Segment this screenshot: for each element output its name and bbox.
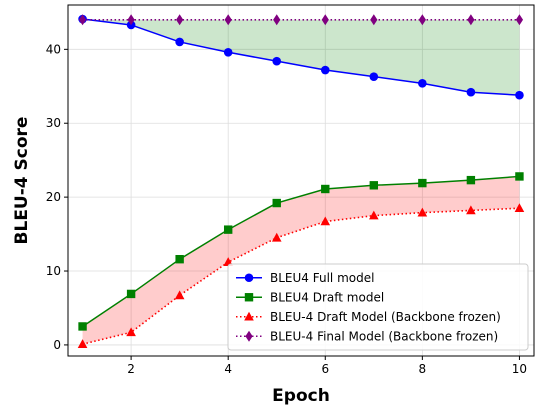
legend-label-1: BLEU4 Draft model [270,290,384,304]
data-point-series-1 [515,172,524,181]
x-tick-label: 6 [321,362,329,376]
legend-label-2: BLEU-4 Draft Model (Backbone frozen) [270,310,501,324]
data-point-series-3 [78,14,87,26]
data-point-series-1 [321,184,330,194]
y-tick-label: 20 [46,190,61,204]
x-tick-label: 8 [419,362,427,376]
data-point-series-2 [174,290,185,300]
data-point-series-1 [175,254,184,264]
data-point-series-2 [77,339,88,348]
fill-between-area [82,176,520,345]
data-point-series-3 [321,14,329,26]
series-lines [82,18,520,345]
legend-marker-2 [244,311,254,321]
data-point-series-1 [369,181,379,190]
series-line-2 [82,207,520,345]
x-tick-label: 4 [224,362,232,376]
data-point-series-2 [271,232,282,242]
data-point-series-3 [224,14,232,26]
data-point-series-1 [126,289,136,299]
data-point-series-0 [223,47,233,57]
legend-label-3: BLEU-4 Final Model (Backbone frozen) [270,329,498,343]
data-point-series-0 [515,90,524,100]
data-point-series-3 [127,14,135,26]
data-point-series-3 [370,14,378,26]
data-point-series-0 [466,87,476,97]
plot-frame [67,4,535,357]
data-point-series-1 [272,198,281,208]
legend-box [227,263,529,351]
x-tick-label: 10 [512,362,527,376]
data-point-series-2 [417,207,428,217]
data-point-series-2 [320,216,331,226]
data-point-series-2 [126,327,136,337]
data-point-series-0 [320,65,330,75]
data-point-series-1 [78,322,87,331]
legend: BLEU4 Full model BLEU4 Draft model BLEU-4 … [227,263,529,351]
data-point-series-3 [273,14,281,26]
data-point-series-3 [418,14,426,26]
data-point-series-3 [176,14,184,26]
y-tick-label: 0 [53,338,61,352]
fill-between-area [82,19,520,96]
x-tick-label: 2 [127,362,135,376]
data-point-series-1 [466,175,476,185]
y-tick-label: 40 [46,42,61,56]
axis-ticks: 2 4 6 8 10 0 10 20 30 40 [46,42,527,376]
data-point-series-3 [515,14,524,26]
data-point-series-0 [175,37,184,47]
data-point-series-2 [369,210,379,220]
series-line-0 [82,18,520,96]
data-point-series-0 [369,72,379,81]
fill-areas [82,19,520,345]
data-point-series-2 [466,205,476,215]
data-point-series-3 [467,14,475,26]
y-tick-label: 10 [46,264,61,278]
legend-marker-1 [244,293,254,302]
legend-marker-0 [244,273,254,283]
y-tick-label: 30 [46,116,61,130]
legend-label-0: BLEU4 Full model [270,271,374,285]
series-line-1 [82,175,520,328]
x-axis-label: Epoch [272,386,330,406]
data-point-series-1 [418,178,427,188]
data-point-series-2 [514,203,525,213]
legend-marker-3 [245,330,253,342]
data-point-series-1 [223,225,233,234]
data-point-series-0 [418,79,427,88]
series-markers [77,14,525,348]
y-axis-label: BLEU-4 Score [12,117,32,245]
data-point-series-0 [272,56,282,66]
